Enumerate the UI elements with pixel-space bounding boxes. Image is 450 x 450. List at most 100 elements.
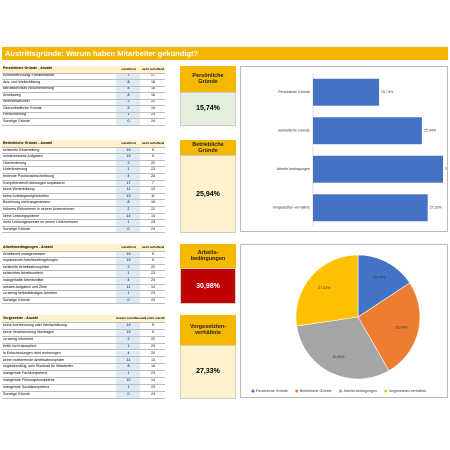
row-label: Aus- und Weiterbildung [2, 80, 116, 87]
count: 23 [140, 113, 165, 119]
row-label: in Entscheidungen nicht einbezogen [2, 351, 116, 358]
summary-label: Betriebliche Gründe [180, 140, 236, 155]
row-label: mangelnde Führungskompetenz [2, 378, 116, 385]
row-label: Beziehung nicht angemessen [2, 200, 116, 207]
row-label: mangelnde Sozialkompetenz [2, 385, 116, 392]
count: 17 [140, 74, 165, 80]
pie-chart: 15,74% 25,94% 30,98% 27,33% Persönliche Grün… [240, 244, 448, 398]
count: 5 [140, 252, 165, 259]
count: 19 [116, 322, 140, 330]
row-label: Kompetenzen/Erfahrungen unpassend [2, 181, 116, 188]
pie-slice [295, 254, 359, 327]
summary-label: Arbeits-bedingungen [180, 244, 236, 268]
table-header: Persönliche Gründe - Anzahl [2, 66, 116, 74]
table-header: Arbeitsbedingungen - Anzahl [2, 244, 116, 252]
count: 2 [116, 336, 140, 344]
row-label: Arbeitszeit unangemessen [2, 252, 116, 259]
column-header: zutreffend [116, 66, 140, 74]
row-label: Unterforderung [2, 167, 116, 174]
row-label: mehr Leistungsanreize im neuen Unternehm… [2, 220, 116, 227]
bar [313, 117, 422, 145]
column-header: zutreffend [116, 244, 140, 252]
count: 2 [116, 160, 140, 168]
row-label: fehlende Positionsbeschreibung [2, 174, 116, 181]
bar [313, 194, 428, 222]
legend-swatch [339, 389, 343, 393]
legend-swatch [295, 389, 299, 393]
count: 8 [116, 93, 140, 100]
count: 10 [140, 214, 165, 221]
count: 1 [116, 271, 140, 278]
row-label: mangelhafte Arbeitsmittel [2, 278, 116, 285]
count: 0 [116, 119, 140, 126]
row-label: keine Leistungsprämie [2, 214, 116, 221]
count: 23 [140, 385, 165, 392]
row-label: Sonstige Gründe [2, 298, 116, 305]
row-label: schlechtes Arbeitsumfeld [2, 271, 116, 278]
table-header: Betriebliche Gründe - Anzahl [2, 140, 116, 148]
data-label: 30,98% [445, 167, 448, 171]
count: 2 [116, 264, 140, 272]
row-label: unpassende Arbeitszeitregelungen [2, 258, 116, 265]
row-label: keine Anerkennung oder Wertschätzung [2, 323, 116, 330]
count: 17 [116, 180, 140, 188]
count: 19 [116, 251, 140, 259]
count: 5 [140, 148, 165, 155]
count: 19 [116, 258, 140, 265]
count: 5 [140, 154, 165, 161]
count: 1 [116, 220, 140, 227]
count: 8 [116, 86, 140, 93]
row-label: höheres Einkommen in neuem Unternehmen [2, 207, 116, 214]
category-label: Betriebliche Gründe [278, 129, 310, 133]
count: 7 [140, 181, 165, 188]
bar [313, 78, 380, 106]
row-label: Sonstige Gründe [2, 119, 116, 126]
bar-chart: Persönliche Gründe 15,74% Betriebliche Grü… [240, 66, 448, 232]
count: 10 [116, 378, 140, 385]
count: 11 [140, 194, 165, 201]
count: 22 [140, 337, 165, 344]
data-label: 30,98% [332, 355, 345, 359]
column-header: zutreffend [116, 140, 140, 148]
count: 24 [140, 392, 165, 399]
summary-value: 27,33% [180, 345, 236, 399]
table-header: Vorgesetzte - Anzahl [2, 315, 116, 323]
row-label: Kinderbetreuung/ Familienarbeit [2, 74, 116, 80]
count: 5 [140, 330, 165, 337]
count: 8 [116, 364, 140, 372]
row-label: ungleichmäßig, kein Rückhalt für Mitarbe… [2, 364, 116, 372]
row-label: uninteressante Aufgaben [2, 154, 116, 161]
count: 19 [116, 329, 140, 337]
count: 22 [140, 265, 165, 272]
count: 13 [140, 285, 165, 292]
count: 23 [140, 291, 165, 298]
row-label: schlechte Arbeitsatmosphäre [2, 265, 116, 272]
count: 22 [140, 207, 165, 214]
count: 16 [140, 87, 165, 93]
column-header: Anzahl nicht zutreffend [140, 315, 165, 323]
count: 23 [140, 167, 165, 174]
legend-label: Vorgesetzten-verhältnis [389, 389, 427, 393]
category-label: Arbeits-bedingungen [277, 167, 310, 171]
count: 19 [116, 147, 140, 155]
count: 16 [140, 93, 165, 100]
row-label: keine Aufstiegsmöglichkeiten [2, 194, 116, 201]
pie-slice [296, 316, 390, 380]
legend-label: Betriebliche Gründe [300, 389, 332, 393]
row-label: keine Verantwortung übertragen [2, 330, 116, 337]
count: 4 [116, 278, 140, 285]
summary-value: 30,98% [180, 268, 236, 305]
row-label: Pensionierung [2, 113, 116, 119]
row-label: schlechte Einarbeitung [2, 148, 116, 155]
summary-label: Vorgesetzten-verhältnis [180, 315, 236, 345]
count: 1 [116, 167, 140, 174]
count: 8 [116, 80, 140, 87]
column-header: Anzahl zutreffend [116, 315, 140, 323]
count: 13 [140, 187, 165, 194]
count: 16 [140, 80, 165, 87]
count: 8 [116, 200, 140, 207]
count: 5 [140, 323, 165, 330]
count: 0 [116, 297, 140, 305]
count: 0 [116, 226, 140, 234]
